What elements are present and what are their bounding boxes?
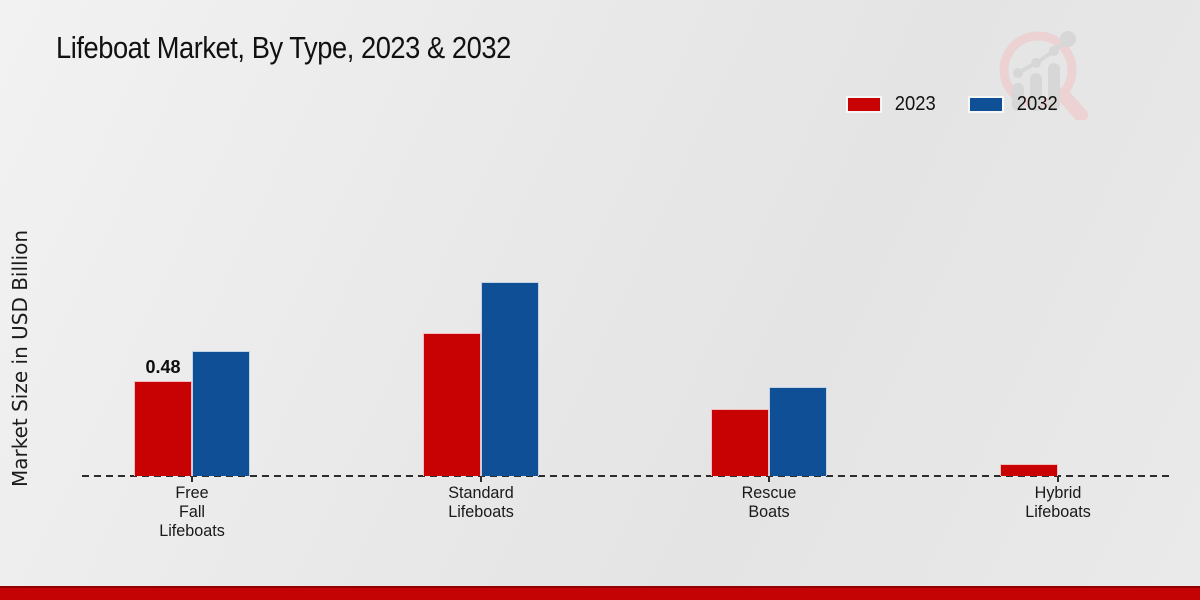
bar-2032-free-fall-lifeboats: [192, 351, 250, 476]
brand-watermark-magnifier-icon: [999, 31, 1088, 120]
x-axis-baseline: [82, 475, 1170, 477]
category-label-hybrid-lifeboats: Hybrid Lifeboats: [977, 483, 1139, 521]
category-label-line: Lifeboats: [159, 521, 225, 540]
bar-2023-free-fall-lifeboats: [134, 381, 192, 476]
category-label-line: Lifeboats: [448, 502, 514, 521]
legend-item-2032: 2032: [967, 93, 1060, 116]
legend-label-2032: 2032: [1016, 93, 1058, 115]
category-label-line: Free: [175, 483, 209, 502]
legend-label-2023: 2023: [894, 93, 936, 115]
category-label-line: Standard: [448, 483, 514, 502]
x-axis-tick-standard-lifeboats: [480, 477, 482, 482]
legend: 2023 2032: [846, 93, 1059, 116]
bar-2023-rescue-boats: [711, 409, 769, 476]
category-label-line: Hybrid: [1034, 483, 1082, 502]
category-label-free-fall-lifeboats: Free Fall Lifeboats: [111, 483, 273, 540]
legend-swatch-2032: [967, 96, 1004, 113]
x-axis-tick-rescue-boats: [768, 477, 770, 482]
bar-2023-standard-lifeboats: [423, 333, 481, 476]
category-label-rescue-boats: Rescue Boats: [688, 483, 850, 521]
category-label-line: Lifeboats: [1025, 502, 1091, 521]
category-label-standard-lifeboats: Standard Lifeboats: [400, 483, 562, 521]
category-label-line: Fall: [178, 502, 206, 521]
bar-value-label: 0.48: [145, 357, 181, 377]
legend-item-2023: 2023: [846, 93, 938, 116]
footer-accent-bar: [0, 586, 1200, 600]
bar-2032-standard-lifeboats: [481, 282, 539, 476]
bar-2032-rescue-boats: [769, 387, 827, 476]
category-label-line: Rescue: [741, 483, 797, 502]
legend-swatch-2023: [846, 96, 882, 113]
x-axis-tick-free-fall-lifeboats: [191, 477, 193, 482]
bar-2023-hybrid-lifeboats: [1000, 464, 1058, 476]
chart-title: Lifeboat Market, By Type, 2023 & 2032: [56, 30, 511, 65]
x-axis-tick-hybrid-lifeboats: [1057, 477, 1059, 482]
category-label-line: Boats: [748, 502, 790, 521]
